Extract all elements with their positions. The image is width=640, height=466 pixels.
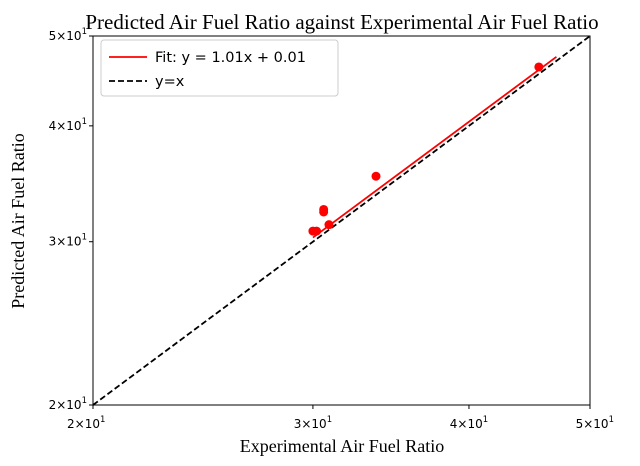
data-point: [319, 204, 329, 214]
lines-layer: [92, 35, 591, 406]
data-point: [324, 220, 334, 230]
legend: Fit: y = 1.01x + 0.01 y=x: [100, 39, 339, 97]
legend-identity-label: y=x: [155, 74, 185, 90]
x-tick-label: 2×101: [67, 415, 105, 431]
y-tick-label: 2×101: [49, 396, 87, 412]
y-tick-label: 5×101: [49, 27, 87, 43]
x-axis-ticks: 2×101 3×101 4×101 5×101: [67, 405, 614, 431]
plot-frame: [92, 35, 591, 406]
data-point: [534, 62, 544, 72]
points-layer: [308, 62, 544, 236]
fit-line: [312, 56, 557, 239]
chart-title: Predicted Air Fuel Ratio against Experim…: [85, 10, 598, 34]
y-tick-label: 3×101: [49, 233, 87, 249]
x-axis-label: Experimental Air Fuel Ratio: [240, 436, 444, 456]
x-tick-label: 5×101: [576, 415, 614, 431]
legend-box: [100, 39, 339, 97]
x-tick-label: 4×101: [450, 415, 488, 431]
x-tick-label: 3×101: [294, 415, 332, 431]
plot-area: [92, 35, 591, 406]
identity-line: [92, 35, 591, 406]
data-point: [312, 226, 322, 236]
data-point: [371, 171, 381, 181]
legend-fit-label: Fit: y = 1.01x + 0.01: [155, 50, 306, 66]
y-axis-ticks: 2×101 3×101 4×101 5×101: [49, 27, 93, 412]
y-tick-label: 4×101: [49, 117, 87, 133]
y-axis-label: Predicted Air Fuel Ratio: [8, 133, 28, 308]
